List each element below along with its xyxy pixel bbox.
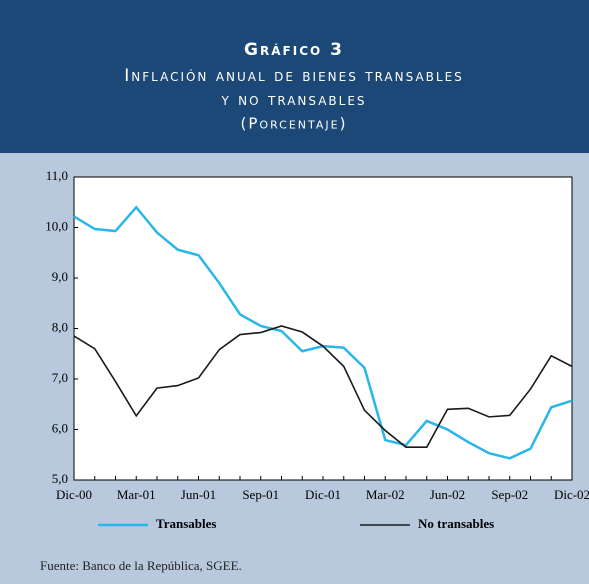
y-tick-label: 11,0: [46, 168, 68, 183]
y-tick-label: 8,0: [52, 319, 68, 334]
x-tick-label: Mar-02: [366, 487, 405, 502]
x-tick-label: Mar-01: [117, 487, 156, 502]
source: Fuente: Banco de la República, SGEE.: [40, 558, 242, 573]
chart-title: Inflación anual de bienes transables: [124, 66, 464, 86]
y-tick-label: 9,0: [52, 269, 68, 284]
x-tick-label: Sep-01: [242, 487, 279, 502]
plot-area: [73, 176, 573, 481]
header-band: [0, 0, 589, 153]
y-tick-label: 6,0: [52, 420, 68, 435]
y-tick-label: 10,0: [45, 218, 68, 233]
chart-title: y no transables: [220, 90, 366, 110]
chart-label: Gráfico 3: [244, 40, 344, 60]
x-tick-label: Sep-02: [491, 487, 528, 502]
x-tick-label: Dic-00: [56, 487, 92, 502]
y-tick-label: 5,0: [52, 471, 68, 486]
chart-subtitle: (Porcentaje): [241, 115, 348, 133]
legend-label: No transables: [418, 516, 494, 531]
y-tick-label: 7,0: [52, 370, 68, 385]
x-tick-label: Dic-01: [305, 487, 341, 502]
x-tick-label: Jun-01: [181, 487, 216, 502]
x-tick-label: Jun-02: [430, 487, 465, 502]
legend-label: Transables: [156, 516, 216, 531]
x-tick-label: Dic-02: [554, 487, 589, 502]
line-series: [73, 325, 573, 448]
